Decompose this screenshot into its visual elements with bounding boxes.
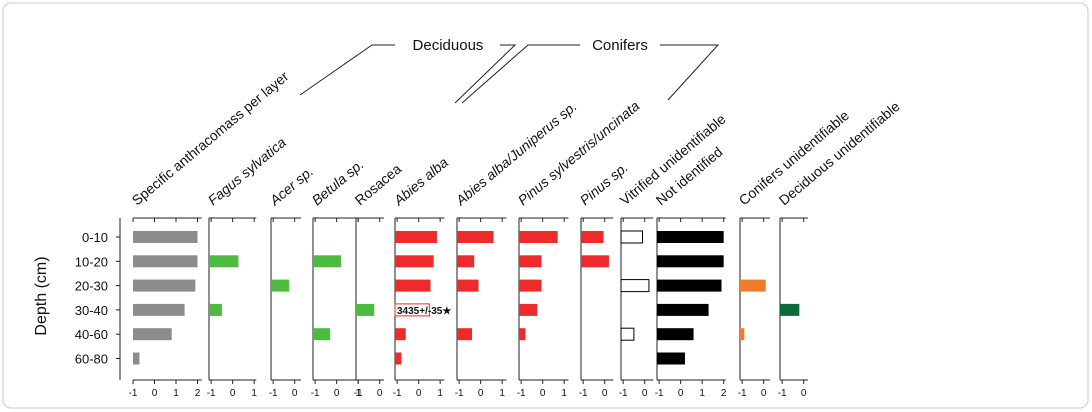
x-tick-label: -1 [269,388,278,399]
x-tick-label: -1 [738,388,747,399]
bar [133,231,198,243]
x-tick-label: 1 [355,388,361,399]
bar [657,328,694,341]
x-tick-label: -1 [778,388,787,399]
x-tick-label: 2 [195,388,201,399]
bracket [454,44,517,104]
bar [519,279,542,292]
x-tick-label: 1 [173,388,179,399]
bar [395,352,402,365]
x-tick-label: 1 [251,388,257,399]
y-tick-label: 0-10 [82,230,108,245]
bar [519,231,558,243]
x-tick-label: 0 [334,388,340,399]
bar [133,255,198,268]
x-tick-label: 0 [602,388,608,399]
bar [209,255,239,268]
group-label: Deciduous [413,37,484,54]
bar [740,328,745,341]
bar [133,279,196,292]
bar [780,303,800,316]
bracket [299,44,395,96]
bar [313,328,331,341]
x-tick-label: 1 [561,388,567,399]
x-tick-label: 0 [761,388,767,399]
y-tick-label: 20-30 [75,279,108,294]
bar [620,230,643,244]
bar [519,328,526,341]
x-tick-label: 0 [478,388,484,399]
bar [657,231,724,243]
bar [657,255,724,268]
bar [395,231,437,243]
bar [395,279,431,292]
x-tick-label: -1 [579,388,588,399]
bar [313,255,341,268]
bracket [660,44,720,101]
x-tick-label: -1 [655,388,664,399]
x-tick-label: 1 [699,388,705,399]
x-tick-label: -1 [619,388,628,399]
x-tick-label: 0 [678,388,684,399]
y-tick-label: 60-80 [75,352,108,367]
bar [133,303,185,316]
y-tick-label: 10-20 [75,254,108,269]
y-axis-label: Depth (cm) [33,256,50,335]
x-tick-label: 0 [152,388,158,399]
x-tick-label: 0 [292,388,298,399]
x-tick-label: 2 [721,388,727,399]
x-tick-label: 1 [499,388,505,399]
bar [209,303,222,316]
bar [395,255,434,268]
bar [133,328,172,341]
x-tick-label: 0 [377,388,383,399]
group-label: Conifers [592,37,648,54]
x-tick-label: -1 [129,388,138,399]
bracket [461,44,580,104]
x-tick-label: 0 [416,388,422,399]
x-tick-label: -1 [393,388,402,399]
bar [620,279,650,293]
x-tick-label: -1 [311,388,320,399]
x-tick-label: 0 [540,388,546,399]
bar [657,279,722,292]
bar [657,303,709,316]
bar [519,255,542,268]
bar [356,303,375,316]
bar [581,255,609,268]
bar [457,231,494,243]
y-tick-label: 40-60 [75,327,108,342]
bar [740,279,766,292]
y-tick-label: 30-40 [75,303,108,318]
bar [394,303,430,317]
x-tick-label: -1 [455,388,464,399]
bar [133,352,140,365]
bar [581,231,604,243]
bar [457,255,475,268]
bar [395,328,406,341]
x-tick-label: -1 [207,388,216,399]
bar [620,327,635,341]
bar [271,279,290,292]
bar [457,328,473,341]
bar [457,279,479,292]
group-brackets [299,44,720,104]
annotation: 3435+/-35★ [397,306,451,317]
bar [519,303,538,316]
x-tick-label: 0 [801,388,807,399]
x-tick-label: 1 [437,388,443,399]
x-tick-label: 0 [230,388,236,399]
x-tick-label: 0 [642,388,648,399]
bar [657,352,685,365]
x-tick-label: -1 [354,388,363,399]
x-tick-label: -1 [517,388,526,399]
